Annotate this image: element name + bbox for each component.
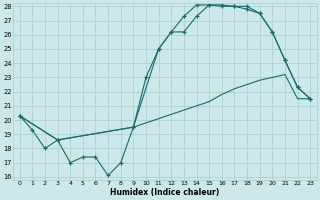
X-axis label: Humidex (Indice chaleur): Humidex (Indice chaleur)	[110, 188, 220, 197]
